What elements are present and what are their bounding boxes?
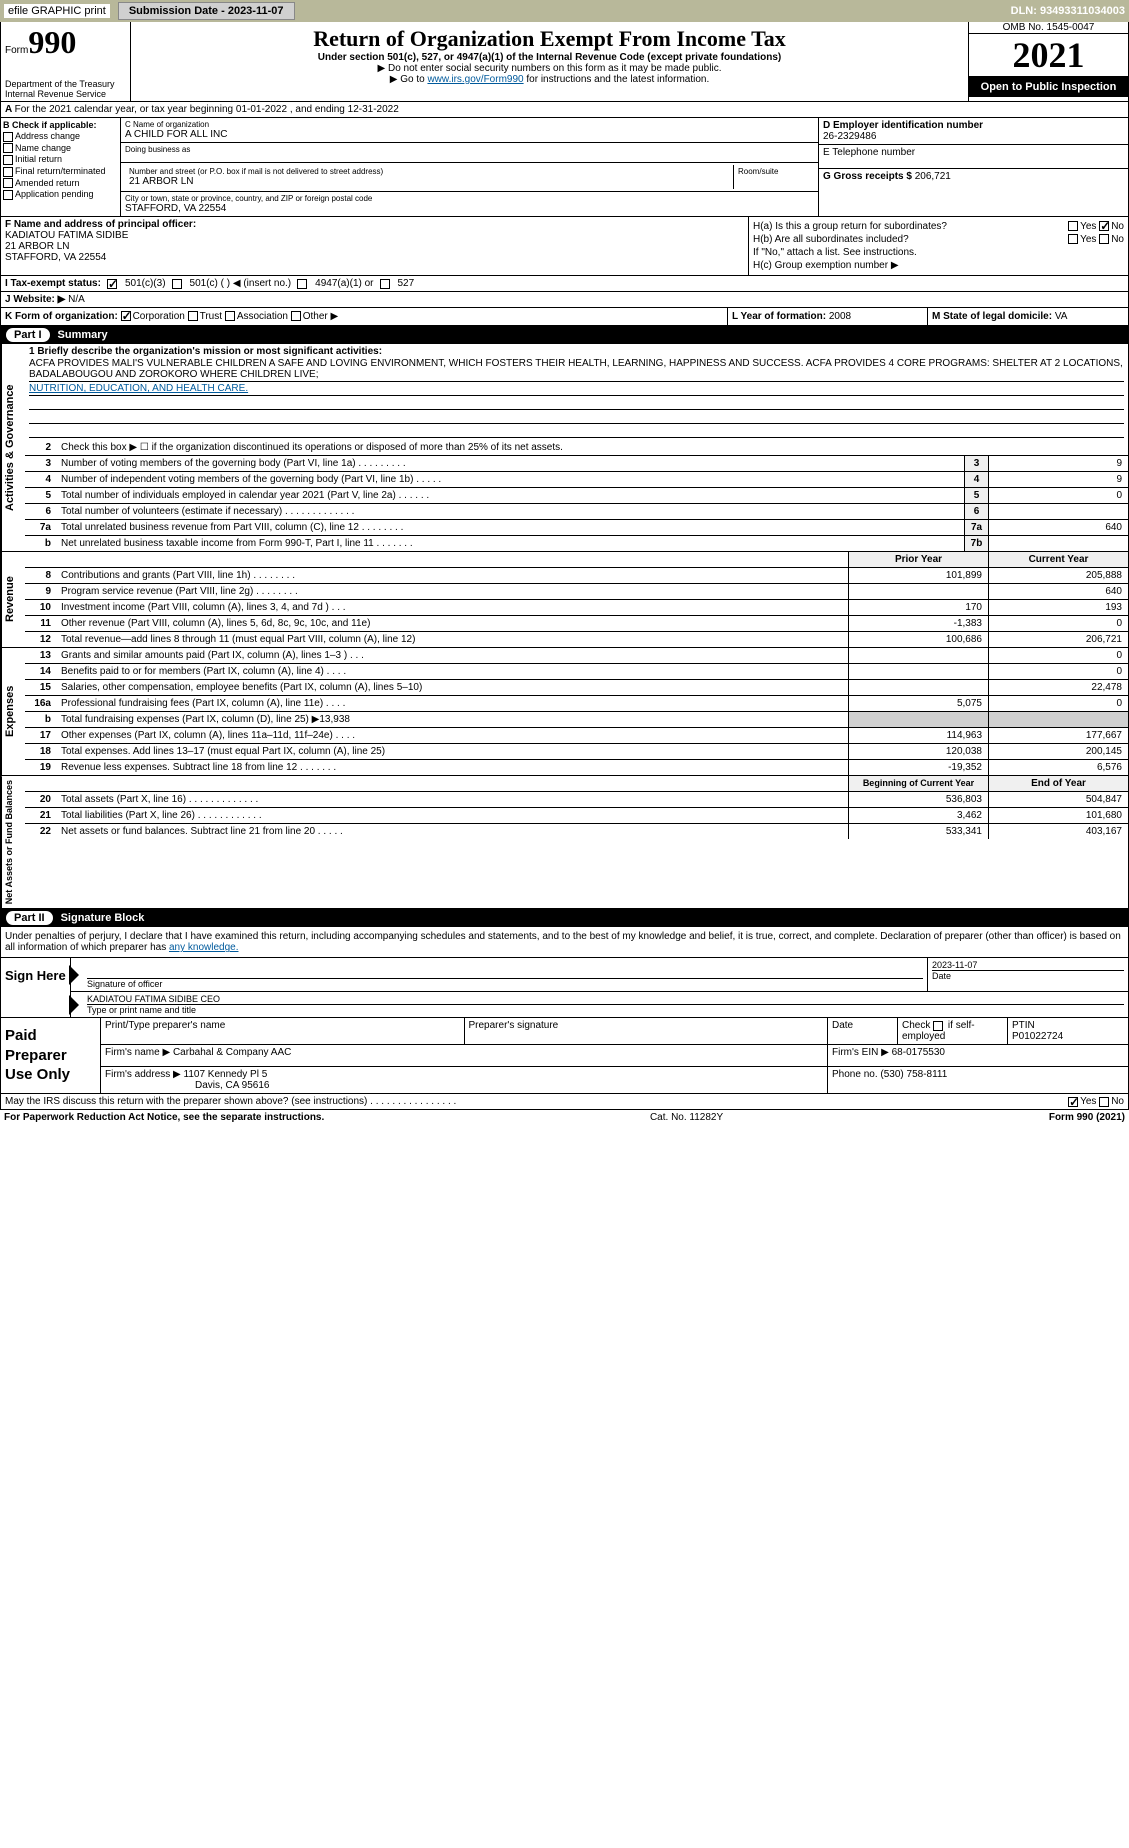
cb-527[interactable] [380, 279, 390, 289]
topbar: efile GRAPHIC print Submission Date - 20… [0, 0, 1129, 22]
row-a: A For the 2021 calendar year, or tax yea… [0, 102, 1129, 118]
paid-preparer-block: Paid Preparer Use Only Print/Type prepar… [0, 1018, 1129, 1094]
row-i: I Tax-exempt status: 501(c)(3) 501(c) ( … [0, 276, 1129, 292]
title-block: Return of Organization Exempt From Incom… [131, 22, 968, 101]
summary-rev: Revenue Prior YearCurrent Year 8Contribu… [0, 552, 1129, 648]
col-de: D Employer identification number26-23294… [818, 118, 1128, 216]
vtab-netassets: Net Assets or Fund Balances [1, 776, 25, 908]
cb-4947[interactable] [297, 279, 307, 289]
submission-date-button[interactable]: Submission Date - 2023-11-07 [118, 2, 295, 20]
cb-address-change[interactable]: Address change [3, 131, 118, 142]
bottom-line: For Paperwork Reduction Act Notice, see … [0, 1110, 1129, 1125]
mission-link[interactable]: NUTRITION, EDUCATION, AND HEALTH CARE. [29, 383, 248, 394]
form-title: Return of Organization Exempt From Incom… [135, 26, 964, 52]
part2-header: Part II Signature Block [0, 909, 1129, 927]
form-number-block: Form990 Department of the Treasury Inter… [1, 22, 131, 101]
footer-discuss: May the IRS discuss this return with the… [0, 1094, 1129, 1110]
row-klm: K Form of organization: Corporation Trus… [0, 308, 1129, 326]
cb-assoc[interactable] [225, 311, 235, 321]
cb-corp[interactable] [121, 311, 131, 321]
vtab-expenses: Expenses [1, 648, 25, 775]
col-b: B Check if applicable: Address change Na… [1, 118, 121, 216]
row-j: J Website: ▶ N/A [0, 292, 1129, 308]
form-header: Form990 Department of the Treasury Inter… [0, 22, 1129, 102]
sig-intro-link[interactable]: any knowledge. [169, 942, 239, 953]
summary-nab: Net Assets or Fund Balances Beginning of… [0, 776, 1129, 909]
col-h: H(a) Is this a group return for subordin… [748, 217, 1128, 275]
cb-initial-return[interactable]: Initial return [3, 154, 118, 165]
mission: 1 Briefly describe the organization's mi… [25, 344, 1128, 440]
cb-discuss-yes[interactable] [1068, 1097, 1078, 1107]
col-c: C Name of organizationA CHILD FOR ALL IN… [121, 118, 818, 216]
cb-501c[interactable] [172, 279, 182, 289]
efile-label: efile GRAPHIC print [4, 4, 110, 18]
part1-header: Part I Summary [0, 326, 1129, 344]
cb-trust[interactable] [188, 311, 198, 321]
cb-discuss-no[interactable] [1099, 1097, 1109, 1107]
col-f: F Name and address of principal officer:… [1, 217, 748, 275]
cb-name-change[interactable]: Name change [3, 143, 118, 154]
irs-link[interactable]: www.irs.gov/Form990 [427, 74, 523, 85]
dln-label: DLN: 93493311034003 [1011, 5, 1125, 17]
summary-ag: Activities & Governance 1 Briefly descri… [0, 344, 1129, 552]
cb-amended[interactable]: Amended return [3, 178, 118, 189]
summary-exp: Expenses 13Grants and similar amounts pa… [0, 648, 1129, 776]
section-fh: F Name and address of principal officer:… [0, 217, 1129, 276]
sign-here-block: Sign Here Signature of officer 2023-11-0… [0, 958, 1129, 1018]
cb-501c3[interactable] [107, 279, 117, 289]
omb-block: OMB No. 1545-0047 2021 Open to Public In… [968, 22, 1128, 101]
vtab-activities: Activities & Governance [1, 344, 25, 551]
section-bcde: B Check if applicable: Address change Na… [0, 118, 1129, 217]
sig-intro: Under penalties of perjury, I declare th… [0, 927, 1129, 958]
cb-other[interactable] [291, 311, 301, 321]
cb-final-return[interactable]: Final return/terminated [3, 166, 118, 177]
vtab-revenue: Revenue [1, 552, 25, 647]
cb-application-pending[interactable]: Application pending [3, 189, 118, 200]
